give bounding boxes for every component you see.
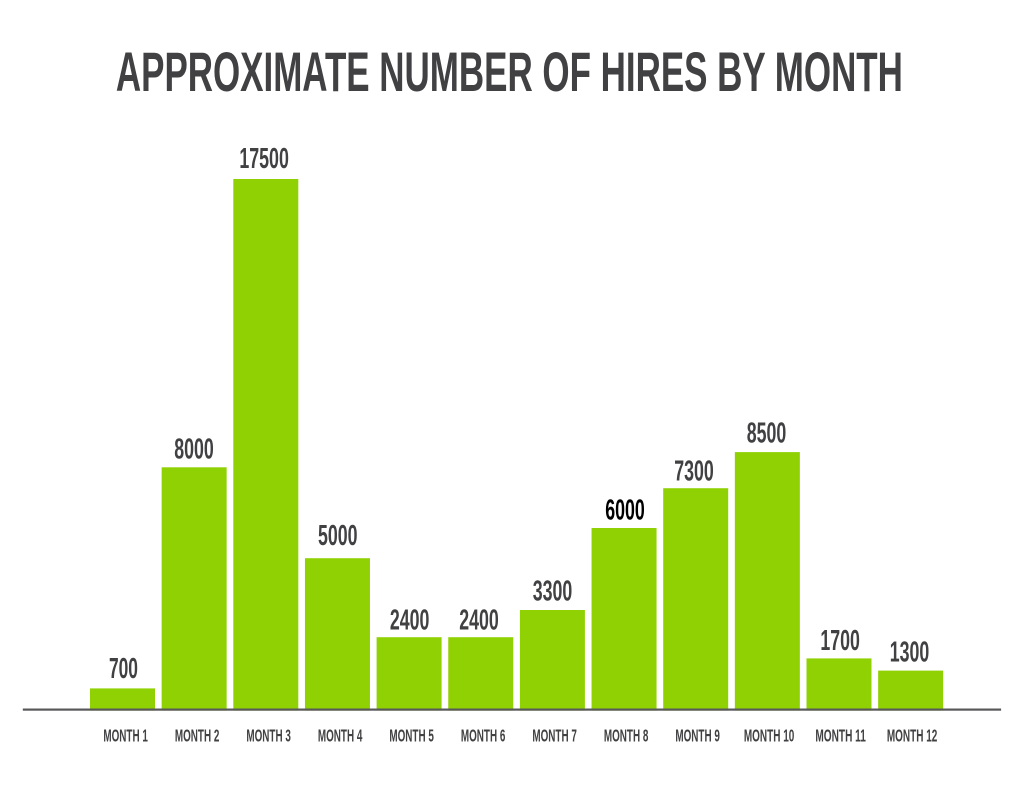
svg-text:MONTH 8: MONTH 8 [604,726,649,746]
svg-text:1300: 1300 [890,636,930,668]
svg-text:MONTH 7: MONTH 7 [532,726,577,746]
svg-text:MONTH 5: MONTH 5 [389,726,434,746]
svg-text:APPROXIMATE NUMBER OF HIRES BY: APPROXIMATE NUMBER OF HIRES BY MONTH [116,41,903,103]
svg-text:MONTH 4: MONTH 4 [318,726,363,746]
svg-text:MONTH 6: MONTH 6 [461,726,506,746]
svg-text:MONTH 11: MONTH 11 [815,726,866,746]
svg-text:8500: 8500 [747,418,787,450]
svg-text:MONTH 9: MONTH 9 [675,726,720,746]
svg-text:MONTH 3: MONTH 3 [246,726,291,746]
svg-text:MONTH 2: MONTH 2 [175,726,220,746]
svg-text:7300: 7300 [674,455,714,487]
svg-text:2400: 2400 [390,605,430,637]
svg-text:8000: 8000 [174,433,214,465]
svg-text:2400: 2400 [459,604,499,636]
svg-text:1700: 1700 [820,625,860,657]
svg-text:17500: 17500 [239,143,289,175]
svg-text:MONTH 12: MONTH 12 [887,726,938,746]
svg-text:MONTH 1: MONTH 1 [103,726,148,746]
svg-text:5000: 5000 [318,520,358,552]
svg-text:MONTH 10: MONTH 10 [744,726,795,746]
svg-text:3300: 3300 [533,576,573,608]
svg-text:6000: 6000 [605,495,645,527]
svg-text:700: 700 [109,653,138,685]
